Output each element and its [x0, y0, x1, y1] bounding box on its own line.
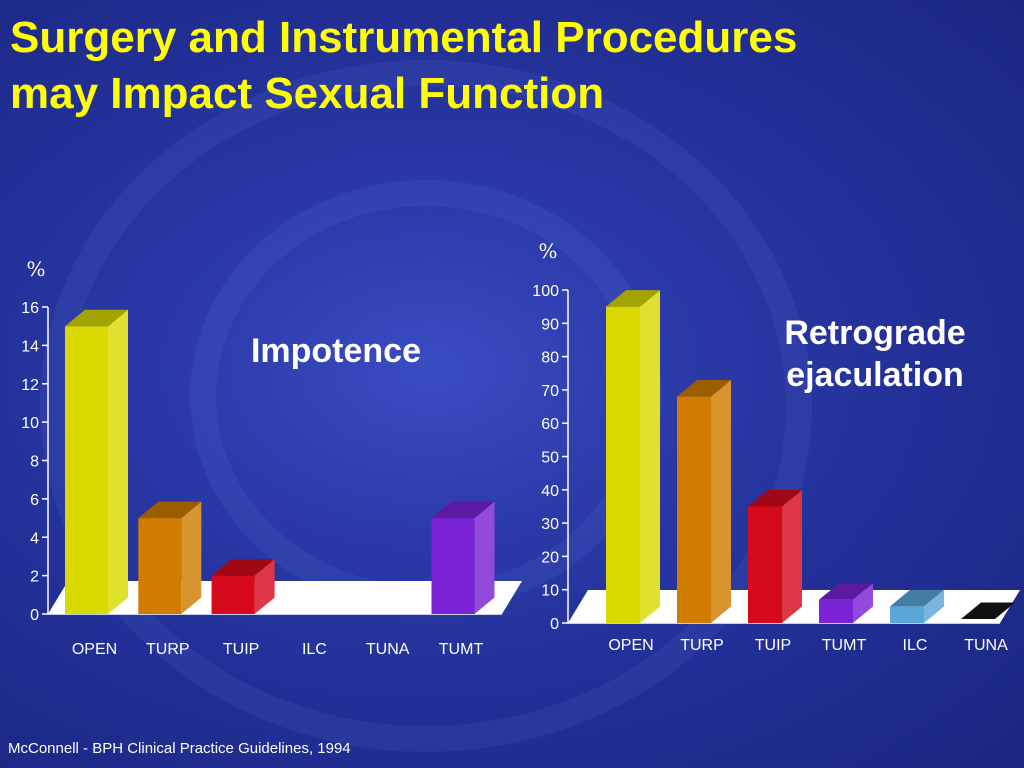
chart-1-bar-tuip	[211, 575, 255, 614]
chart-2-bar-turp-side	[711, 380, 731, 623]
retrograde-label-line-2: ejaculation	[786, 356, 964, 394]
slide-title-line-1: Surgery and Instrumental Procedures	[10, 13, 798, 62]
chart-2-y-tick-label: 30	[541, 516, 559, 533]
chart-1-bar-tuip-side	[254, 559, 275, 614]
chart-1-bar-tumt-side	[474, 501, 495, 614]
chart-1-bar-turp-top	[138, 501, 202, 519]
chart-1-y-tick-label: 6	[30, 492, 39, 509]
chart-1-category-label: TUMT	[439, 641, 484, 658]
chart-2-y-tick-label: 50	[541, 450, 559, 467]
impotence-chart-label: Impotence	[250, 332, 422, 370]
chart-2-category-label: TUMT	[822, 637, 867, 654]
chart-2-y-tick-label: 70	[541, 383, 559, 400]
chart-1-y-tick-label: 12	[21, 377, 39, 394]
chart-1-y-tick-label: 10	[21, 415, 39, 432]
chart-2-y-tick-label: 0	[550, 616, 559, 633]
chart-1-category-label: OPEN	[72, 641, 117, 658]
chart-1-bar-turp-side	[181, 501, 202, 614]
chart-2-bar-turp	[677, 396, 711, 623]
chart-1-y-tick-label: 0	[30, 607, 39, 624]
chart-2-bar-turp-top	[677, 380, 731, 397]
chart-2-bar-tumt-top	[819, 583, 873, 600]
chart-1-bar-tumt-top	[431, 501, 495, 519]
chart-2-bar-tuna	[961, 602, 1015, 619]
chart-2-category-label: ILC	[903, 637, 928, 654]
retrograde-label-line-1: Retrograde	[784, 314, 966, 352]
chart-1-category-label: TUNA	[366, 641, 410, 658]
chart-2-y-tick-label: 40	[541, 483, 559, 500]
chart-2-bar-ilc-top	[890, 589, 944, 607]
chart-2-bar-open	[606, 306, 640, 623]
chart-1-y-tick-label: 4	[30, 530, 39, 547]
chart-1-y-tick-label: 8	[30, 454, 39, 471]
chart-2-bar-ilc-side	[924, 589, 944, 623]
chart-1-bar-open-top	[65, 309, 128, 327]
chart-2-y-tick-label: 60	[541, 416, 559, 433]
chart-2-y-unit-label: %	[538, 239, 557, 263]
chart-1-y-tick-label: 16	[21, 300, 39, 317]
chart-1-y-tick-label: 14	[21, 338, 39, 355]
chart-2-bar-tumt	[819, 599, 853, 623]
slide-title: Surgery and Instrumental Procedures may …	[10, 10, 1010, 122]
chart-2-bar-tuip-side	[782, 489, 802, 623]
chart-2-bar-tuip	[748, 506, 782, 623]
chart-2-y-tick-label: 20	[541, 549, 559, 566]
chart-1-bar-turp	[138, 518, 182, 614]
chart-2-bar-ilc	[890, 606, 924, 623]
chart-2-y-tick-label: 80	[541, 350, 559, 367]
chart-2-bar-tuip-top	[748, 489, 802, 507]
chart-1-bar-open	[65, 326, 108, 614]
chart-2-category-label: TURP	[680, 637, 724, 654]
chart-2-category-label: TUNA	[964, 637, 1008, 654]
chart-2-bar-tumt-side	[853, 583, 873, 623]
chart-2-bar-open-side	[640, 290, 660, 623]
chart-2-category-label: OPEN	[608, 637, 653, 654]
chart-1-y-tick-label: 2	[30, 569, 39, 586]
chart-1-y-unit-label: %	[26, 257, 45, 281]
chart-1-bar-open-side	[108, 309, 128, 614]
chart-1-category-label: TURP	[146, 641, 190, 658]
citation: McConnell - BPH Clinical Practice Guidel…	[8, 740, 351, 757]
slide-title-line-2: may Impact Sexual Function	[10, 69, 605, 118]
chart-1-category-label: TUIP	[223, 641, 259, 658]
chart-1-bar-tumt	[431, 518, 475, 614]
chart-2-y-tick-label: 90	[541, 316, 559, 333]
chart-2-y-tick-label: 100	[532, 283, 559, 300]
chart-1-category-label: ILC	[302, 641, 327, 658]
chart-1-bar-tuip-top	[211, 559, 275, 576]
chart-2-category-label: TUIP	[755, 637, 791, 654]
chart-2-bar-open-top	[606, 290, 660, 307]
retrograde-chart-label: Retrograde ejaculation	[760, 312, 990, 396]
chart-2-y-tick-label: 10	[541, 583, 559, 600]
